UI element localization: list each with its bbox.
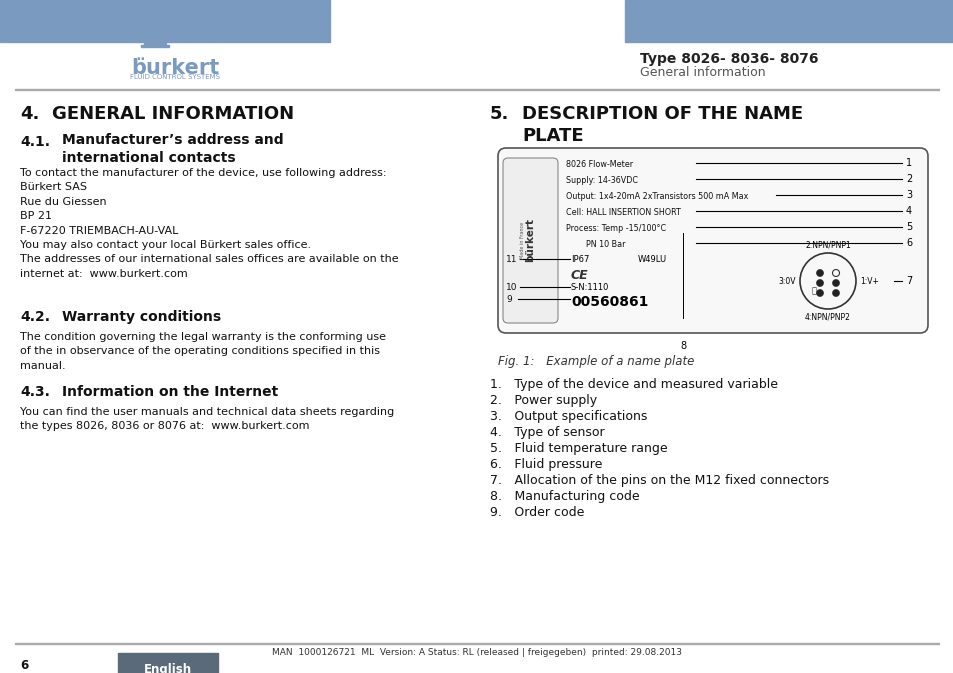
Text: You can find the user manuals and technical data sheets regarding
the types 8026: You can find the user manuals and techni… — [20, 407, 394, 431]
Text: 6: 6 — [905, 238, 911, 248]
Text: 11: 11 — [505, 255, 517, 264]
Bar — [118, 653, 218, 673]
Text: 8: 8 — [679, 341, 685, 351]
Text: To contact the manufacturer of the device, use following address:
Bürkert SAS
Ru: To contact the manufacturer of the devic… — [20, 168, 398, 279]
Text: Warranty conditions: Warranty conditions — [62, 310, 221, 324]
Text: Information on the Internet: Information on the Internet — [62, 385, 278, 399]
Text: 8. Manufacturing code: 8. Manufacturing code — [490, 490, 639, 503]
Text: 2:NPN/PNP1: 2:NPN/PNP1 — [804, 240, 850, 249]
Text: Manufacturer’s address and
international contacts: Manufacturer’s address and international… — [62, 133, 283, 166]
Text: PN 10 Bar: PN 10 Bar — [565, 240, 625, 249]
Text: 3. Output specifications: 3. Output specifications — [490, 410, 647, 423]
Text: 5: 5 — [905, 222, 911, 232]
Text: CE: CE — [571, 269, 588, 282]
Text: bürkert: bürkert — [525, 219, 535, 262]
Text: 6. Fluid pressure: 6. Fluid pressure — [490, 458, 601, 471]
Text: ⏚: ⏚ — [811, 287, 816, 295]
Bar — [15, 643, 938, 644]
Text: Made in France: Made in France — [519, 222, 524, 259]
Text: Process: Temp -15/100°C: Process: Temp -15/100°C — [565, 224, 665, 233]
Text: 4. Type of sensor: 4. Type of sensor — [490, 426, 604, 439]
Text: 7. Allocation of the pins on the M12 fixed connectors: 7. Allocation of the pins on the M12 fix… — [490, 474, 828, 487]
Text: 7: 7 — [905, 276, 911, 286]
Bar — [141, 44, 169, 47]
Text: 9. Order code: 9. Order code — [490, 506, 584, 519]
Text: 5.: 5. — [490, 105, 509, 123]
Text: Type 8026- 8036- 8076: Type 8026- 8036- 8076 — [639, 52, 818, 66]
Circle shape — [816, 269, 822, 277]
Text: 5. Fluid temperature range: 5. Fluid temperature range — [490, 442, 667, 455]
Text: Fig. 1: Example of a name plate: Fig. 1: Example of a name plate — [497, 355, 694, 368]
Circle shape — [816, 289, 822, 297]
Text: Output: 1x4-20mA 2xTransistors 500 mA Max: Output: 1x4-20mA 2xTransistors 500 mA Ma… — [565, 192, 747, 201]
Text: 4: 4 — [905, 206, 911, 216]
Text: 8026 Flow-Meter: 8026 Flow-Meter — [565, 160, 633, 169]
Circle shape — [832, 289, 839, 297]
Text: 4.2.: 4.2. — [20, 310, 50, 324]
Text: 3: 3 — [905, 190, 911, 200]
Text: 4.1.: 4.1. — [20, 135, 50, 149]
FancyBboxPatch shape — [497, 148, 927, 333]
Text: 1. Type of the device and measured variable: 1. Type of the device and measured varia… — [490, 378, 778, 391]
Text: 4.3.: 4.3. — [20, 385, 50, 399]
Text: The condition governing the legal warranty is the conforming use
of the in obser: The condition governing the legal warran… — [20, 332, 386, 371]
Text: 00560861: 00560861 — [571, 295, 648, 309]
Text: W49LU: W49LU — [638, 255, 666, 264]
Text: 2: 2 — [905, 174, 911, 184]
Text: Cell: HALL INSERTION SHORT: Cell: HALL INSERTION SHORT — [565, 208, 680, 217]
Text: 1:V+: 1:V+ — [859, 277, 878, 285]
Text: 4:NPN/PNP2: 4:NPN/PNP2 — [804, 312, 850, 321]
Text: FLUID CONTROL SYSTEMS: FLUID CONTROL SYSTEMS — [130, 74, 220, 80]
Text: 3:0V: 3:0V — [778, 277, 795, 285]
Text: DESCRIPTION OF THE NAME
PLATE: DESCRIPTION OF THE NAME PLATE — [521, 105, 802, 145]
Bar — [144, 42, 166, 45]
Circle shape — [816, 279, 822, 287]
Text: S-N:1110: S-N:1110 — [571, 283, 609, 292]
Text: English: English — [144, 663, 192, 673]
FancyBboxPatch shape — [502, 158, 558, 323]
Text: 6: 6 — [20, 659, 29, 672]
Text: General information: General information — [639, 66, 765, 79]
Bar — [624, 0, 953, 42]
Text: 1: 1 — [905, 158, 911, 168]
Text: 4.: 4. — [20, 105, 39, 123]
Text: 2. Power supply: 2. Power supply — [490, 394, 597, 407]
Text: MAN  1000126721  ML  Version: A Status: RL (released | freigegeben)  printed: 29: MAN 1000126721 ML Version: A Status: RL … — [272, 648, 681, 657]
Text: b̈urkert: b̈urkert — [131, 58, 219, 78]
Bar — [0, 0, 330, 42]
Text: GENERAL INFORMATION: GENERAL INFORMATION — [52, 105, 294, 123]
Text: Supply: 14-36VDC: Supply: 14-36VDC — [565, 176, 638, 185]
Text: 10: 10 — [505, 283, 517, 292]
Text: 9: 9 — [505, 295, 511, 304]
Text: IP67: IP67 — [571, 255, 589, 264]
Circle shape — [832, 279, 839, 287]
Bar — [147, 40, 163, 43]
